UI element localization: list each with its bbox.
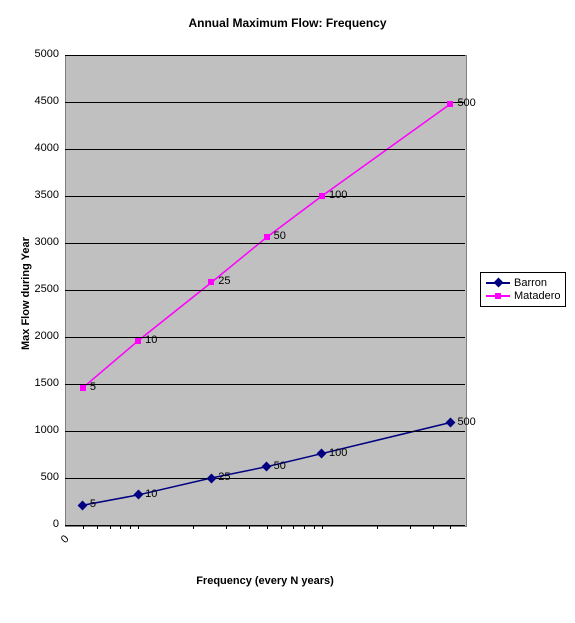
gridline — [65, 55, 465, 56]
legend: BarronMatadero — [480, 272, 566, 307]
legend-label: Barron — [514, 277, 547, 289]
x-tick — [120, 525, 121, 529]
point-label: 100 — [329, 189, 347, 201]
y-tick-label: 2000 — [27, 330, 59, 342]
marker-square — [319, 193, 325, 199]
y-tick-label: 4000 — [27, 142, 59, 154]
plot-area — [65, 55, 467, 527]
x-tick — [130, 525, 131, 529]
y-tick-label: 1000 — [27, 424, 59, 436]
gridline — [65, 431, 465, 432]
legend-item: Matadero — [486, 290, 560, 302]
point-label: 500 — [457, 97, 475, 109]
legend-item: Barron — [486, 277, 560, 289]
gridline — [65, 337, 465, 338]
gridline — [65, 196, 465, 197]
x-tick — [304, 525, 305, 529]
marker-square — [135, 338, 141, 344]
x-tick — [410, 525, 411, 529]
chart-title: Annual Maximum Flow: Frequency — [0, 16, 575, 30]
point-label: 10 — [145, 488, 157, 500]
y-tick-label: 1500 — [27, 377, 59, 389]
point-label: 100 — [329, 447, 347, 459]
gridline — [65, 525, 465, 526]
x-tick — [377, 525, 378, 529]
gridline — [65, 290, 465, 291]
y-tick-label: 0 — [27, 518, 59, 530]
gridline — [65, 102, 465, 103]
x-tick — [314, 525, 315, 529]
x-tick — [110, 525, 111, 529]
y-tick-label: 3000 — [27, 236, 59, 248]
y-tick-label: 5000 — [27, 48, 59, 60]
x-tick — [293, 525, 294, 529]
legend-swatch — [486, 295, 510, 297]
marker-square — [264, 234, 270, 240]
x-origin-label: 0 — [59, 533, 72, 546]
x-tick — [281, 525, 282, 529]
x-tick — [83, 525, 84, 529]
x-tick — [433, 525, 434, 529]
x-tick — [97, 525, 98, 529]
legend-label: Matadero — [514, 290, 560, 302]
point-label: 50 — [274, 230, 286, 242]
marker-square — [208, 279, 214, 285]
gridline — [65, 478, 465, 479]
gridline — [65, 384, 465, 385]
chart-container: Annual Maximum Flow: Frequency Max Flow … — [0, 0, 575, 623]
point-label: 25 — [218, 275, 230, 287]
point-label: 5 — [90, 498, 96, 510]
x-tick — [193, 525, 194, 529]
x-tick — [450, 525, 451, 529]
y-tick-label: 4500 — [27, 95, 59, 107]
gridline — [65, 149, 465, 150]
marker-square — [80, 385, 86, 391]
x-tick — [322, 525, 323, 529]
point-label: 25 — [218, 471, 230, 483]
marker-square — [447, 101, 453, 107]
legend-marker — [494, 278, 504, 288]
x-axis-title: Frequency (every N years) — [65, 575, 465, 587]
x-tick — [267, 525, 268, 529]
x-tick — [249, 525, 250, 529]
y-tick-label: 3500 — [27, 189, 59, 201]
y-tick-label: 2500 — [27, 283, 59, 295]
y-tick-label: 500 — [27, 471, 59, 483]
point-label: 500 — [457, 416, 475, 428]
point-label: 5 — [90, 381, 96, 393]
gridline — [65, 243, 465, 244]
point-label: 50 — [274, 460, 286, 472]
x-tick — [138, 525, 139, 529]
legend-marker — [495, 293, 501, 299]
x-tick — [226, 525, 227, 529]
legend-swatch — [486, 282, 510, 284]
point-label: 10 — [145, 334, 157, 346]
